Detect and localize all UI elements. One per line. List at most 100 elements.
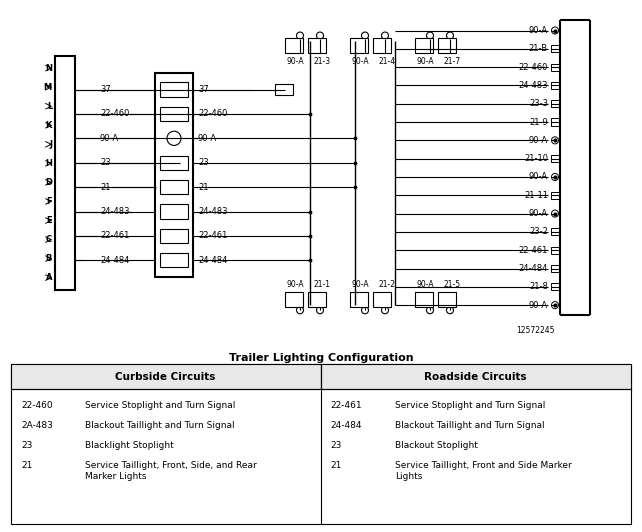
- Text: 90-A: 90-A: [351, 280, 369, 289]
- Circle shape: [297, 32, 304, 39]
- Bar: [551, 283, 559, 290]
- Bar: [350, 292, 368, 307]
- Text: Trailer Lighting Configuration: Trailer Lighting Configuration: [229, 353, 413, 363]
- Bar: [551, 247, 559, 254]
- Bar: [350, 38, 368, 53]
- Bar: [160, 82, 188, 97]
- Bar: [55, 56, 75, 290]
- Bar: [308, 292, 326, 307]
- Text: 23-2: 23-2: [529, 227, 548, 236]
- Text: 22-461: 22-461: [100, 231, 130, 240]
- Text: 21: 21: [21, 461, 33, 470]
- Bar: [415, 292, 433, 307]
- Text: 22-460: 22-460: [519, 63, 548, 72]
- Text: Lights: Lights: [395, 472, 422, 481]
- Bar: [285, 38, 303, 53]
- Text: 90-A: 90-A: [529, 26, 548, 35]
- Text: Blackout Stoplight: Blackout Stoplight: [395, 441, 478, 450]
- Bar: [551, 192, 559, 199]
- Text: 21-8: 21-8: [529, 282, 548, 292]
- Circle shape: [361, 32, 369, 39]
- Text: 21-B: 21-B: [529, 44, 548, 53]
- Bar: [12, 363, 630, 525]
- Circle shape: [317, 32, 324, 39]
- Text: 90-A: 90-A: [286, 57, 304, 66]
- Bar: [160, 156, 188, 170]
- Text: N: N: [45, 64, 52, 73]
- Circle shape: [426, 32, 433, 39]
- Circle shape: [381, 32, 388, 39]
- Text: 21-4: 21-4: [378, 57, 395, 66]
- Text: 21-1: 21-1: [313, 280, 331, 289]
- Text: 24-484: 24-484: [519, 264, 548, 273]
- Circle shape: [551, 27, 559, 34]
- Bar: [551, 155, 559, 162]
- Text: Service Stoplight and Turn Signal: Service Stoplight and Turn Signal: [85, 401, 236, 410]
- Circle shape: [361, 306, 369, 314]
- Bar: [551, 82, 559, 89]
- Text: 21: 21: [331, 461, 342, 470]
- Circle shape: [167, 131, 181, 145]
- Text: 21-5: 21-5: [444, 280, 460, 289]
- Text: Service Taillight, Front, Side, and Rear: Service Taillight, Front, Side, and Rear: [85, 461, 257, 470]
- Text: 24-483: 24-483: [100, 207, 130, 216]
- Text: K: K: [46, 121, 52, 130]
- Bar: [275, 85, 293, 95]
- Bar: [373, 292, 391, 307]
- Text: 23: 23: [100, 158, 110, 167]
- Text: 90-A: 90-A: [529, 172, 548, 181]
- Circle shape: [317, 306, 324, 314]
- Bar: [551, 100, 559, 107]
- Bar: [160, 253, 188, 268]
- Bar: [551, 45, 559, 52]
- Text: 24-484: 24-484: [100, 256, 130, 265]
- Text: 90-A: 90-A: [529, 301, 548, 310]
- Text: 24-484: 24-484: [331, 421, 362, 430]
- Text: 22-461: 22-461: [331, 401, 363, 410]
- Text: 90-A: 90-A: [416, 280, 434, 289]
- Bar: [160, 204, 188, 219]
- Bar: [551, 119, 559, 126]
- Text: 22-461: 22-461: [198, 231, 227, 240]
- Text: 90-A: 90-A: [416, 57, 434, 66]
- Text: 90-A: 90-A: [529, 136, 548, 145]
- Bar: [155, 73, 193, 277]
- Circle shape: [426, 306, 433, 314]
- Text: 37: 37: [100, 85, 111, 94]
- Text: 22-460: 22-460: [198, 110, 227, 119]
- Text: 24-483: 24-483: [519, 81, 548, 90]
- Circle shape: [446, 32, 453, 39]
- Text: 23: 23: [198, 158, 209, 167]
- Text: B: B: [46, 254, 52, 263]
- Circle shape: [297, 306, 304, 314]
- Bar: [12, 363, 321, 389]
- Text: 90-A: 90-A: [198, 134, 217, 143]
- Bar: [551, 228, 559, 236]
- Text: 12572245: 12572245: [517, 326, 555, 335]
- Bar: [415, 38, 433, 53]
- Text: Service Stoplight and Turn Signal: Service Stoplight and Turn Signal: [395, 401, 545, 410]
- Text: 23: 23: [21, 441, 33, 450]
- Text: 24-483: 24-483: [198, 207, 227, 216]
- Text: 21-11: 21-11: [524, 191, 548, 200]
- Bar: [551, 265, 559, 272]
- Bar: [160, 229, 188, 243]
- Text: Curbside Circuits: Curbside Circuits: [116, 371, 216, 381]
- Circle shape: [551, 137, 559, 144]
- Text: 21-2: 21-2: [379, 280, 395, 289]
- Text: 21-7: 21-7: [444, 57, 460, 66]
- Text: 2A-483: 2A-483: [21, 421, 53, 430]
- Circle shape: [446, 306, 453, 314]
- Circle shape: [551, 173, 559, 180]
- Text: D: D: [45, 178, 52, 187]
- Text: 21-10: 21-10: [524, 154, 548, 163]
- Circle shape: [551, 210, 559, 217]
- Text: Blacklight Stoplight: Blacklight Stoplight: [85, 441, 174, 450]
- Text: 23: 23: [331, 441, 342, 450]
- Bar: [438, 292, 456, 307]
- Bar: [551, 63, 559, 71]
- Text: 22-460: 22-460: [21, 401, 53, 410]
- Circle shape: [551, 302, 559, 309]
- Text: 21: 21: [100, 182, 110, 192]
- Bar: [160, 107, 188, 121]
